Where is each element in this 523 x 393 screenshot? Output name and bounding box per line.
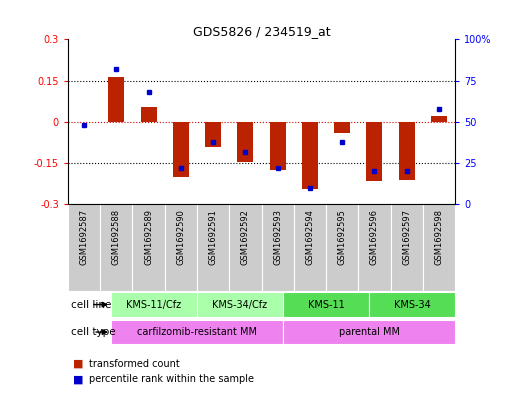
Bar <box>302 122 318 189</box>
Bar <box>269 122 286 170</box>
Bar <box>294 204 326 291</box>
Text: GSM1692591: GSM1692591 <box>209 209 218 264</box>
Text: GSM1692588: GSM1692588 <box>112 209 121 265</box>
Text: ■: ■ <box>73 358 84 369</box>
Bar <box>391 204 423 291</box>
Text: KMS-11: KMS-11 <box>308 299 344 310</box>
Bar <box>229 204 262 291</box>
Bar <box>100 204 132 291</box>
Text: KMS-34/Cfz: KMS-34/Cfz <box>212 299 268 310</box>
Text: cell line: cell line <box>71 299 111 310</box>
Bar <box>173 122 189 177</box>
Bar <box>205 122 221 147</box>
Text: GSM1692587: GSM1692587 <box>79 209 88 265</box>
Text: carfilzomib-resistant MM: carfilzomib-resistant MM <box>137 327 257 337</box>
Bar <box>132 204 165 291</box>
Bar <box>141 107 157 122</box>
Bar <box>399 122 415 180</box>
Bar <box>326 204 358 291</box>
Text: KMS-34: KMS-34 <box>394 299 430 310</box>
Bar <box>197 292 283 317</box>
Bar <box>108 77 124 122</box>
Bar <box>283 320 455 344</box>
Bar <box>423 204 455 291</box>
Text: ■: ■ <box>73 374 84 384</box>
Bar <box>334 122 350 133</box>
Bar <box>111 292 197 317</box>
Text: cell type: cell type <box>71 327 116 337</box>
Text: GSM1692597: GSM1692597 <box>402 209 411 264</box>
Bar <box>237 122 254 162</box>
Text: GSM1692598: GSM1692598 <box>435 209 444 264</box>
Bar <box>68 204 100 291</box>
Text: GSM1692592: GSM1692592 <box>241 209 250 264</box>
Bar <box>111 320 283 344</box>
Bar <box>369 292 455 317</box>
Text: transformed count: transformed count <box>89 358 180 369</box>
Bar <box>283 292 369 317</box>
Bar <box>197 204 229 291</box>
Bar <box>366 122 382 181</box>
Text: parental MM: parental MM <box>338 327 400 337</box>
Text: KMS-11/Cfz: KMS-11/Cfz <box>127 299 181 310</box>
Text: percentile rank within the sample: percentile rank within the sample <box>89 374 254 384</box>
Text: GSM1692589: GSM1692589 <box>144 209 153 264</box>
Title: GDS5826 / 234519_at: GDS5826 / 234519_at <box>192 25 331 38</box>
Text: GSM1692590: GSM1692590 <box>176 209 185 264</box>
Bar <box>431 116 447 122</box>
Text: GSM1692595: GSM1692595 <box>338 209 347 264</box>
Text: GSM1692593: GSM1692593 <box>273 209 282 264</box>
Text: GSM1692596: GSM1692596 <box>370 209 379 264</box>
Bar <box>262 204 294 291</box>
Bar <box>165 204 197 291</box>
Bar <box>358 204 391 291</box>
Text: GSM1692594: GSM1692594 <box>305 209 314 264</box>
